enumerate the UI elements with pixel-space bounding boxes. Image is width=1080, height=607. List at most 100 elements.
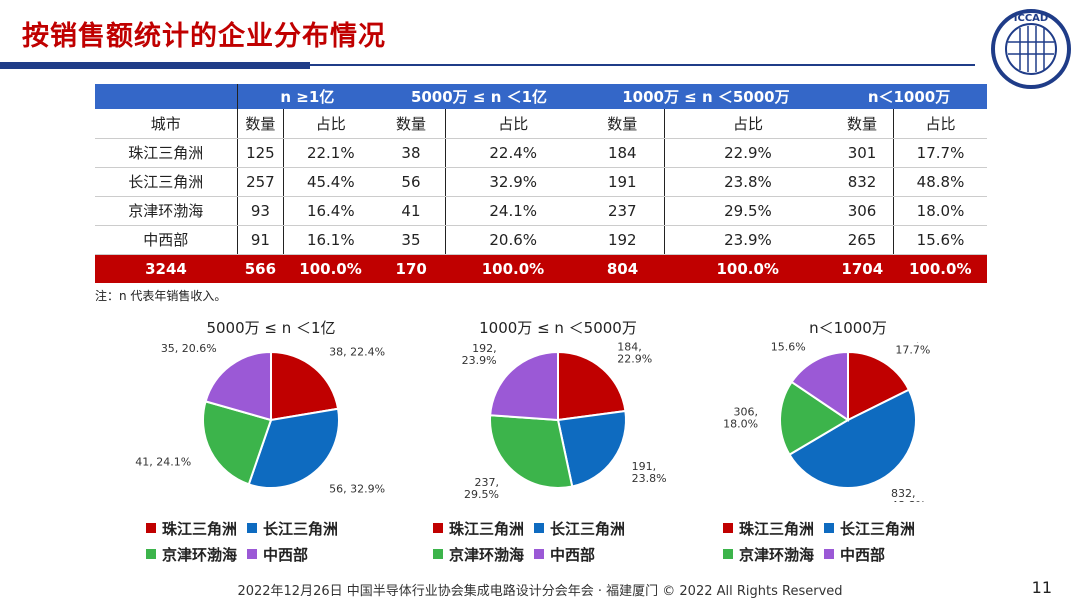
svg-text:ICCAD: ICCAD [1014,13,1048,24]
data-label: 265,15.6% [771,342,806,354]
group-header: n ≥1亿 [237,84,378,109]
chart-legend: 珠江三角洲 长江三角洲 京津环渤海 中西部 [433,515,693,567]
legend-swatch [247,523,258,533]
count-cell: 832 [831,167,895,197]
share-cell: 23.9% [664,225,832,255]
legend-label: 中西部 [263,545,309,564]
chart-title: 1000万 ≤ n ＜5000万 [479,319,637,337]
pie-slice-3 [204,350,272,422]
sub-header: 占比 [664,109,832,139]
sub-header: 数量 [580,109,665,139]
count-cell: 91 [237,225,285,255]
legend-item: 珠江三角洲 [146,515,237,541]
city-cell: 珠江三角洲 [95,138,238,168]
sales-distribution-table: n ≥1亿 5000万 ≤ n ＜1亿 1000万 ≤ n ＜5000万 n＜1… [95,84,987,283]
chart-title: n＜1000万 [809,319,887,337]
iccad-logo: ICCAD [991,9,1071,89]
pie-chart: 5000万 ≤ n ＜1亿 38, 22.4% 56, 32.9% 41, 24.1%… [126,312,416,572]
table-note: 注：n 代表年销售收入。 [95,289,227,303]
pie-slice-3 [489,350,559,422]
data-label: 38, 22.4% [329,345,385,358]
sub-header: 占比 [445,109,581,139]
data-label: 56, 32.9% [329,483,385,496]
legend-label: 长江三角洲 [263,519,339,538]
pie-slice-3 [790,350,849,422]
pie-slice-2 [202,400,273,486]
sub-header: 占比 [893,109,987,139]
chart-legend: 珠江三角洲 长江三角洲京津环渤海 中西部 [723,515,983,567]
count-cell: 38 [377,138,446,168]
count-cell: 35 [377,225,446,255]
city-cell: 3244 [95,254,237,283]
sub-header: 数量 [237,109,285,139]
pie-slice-2 [779,380,850,457]
legend-swatch [824,549,835,559]
page-number: 11 [1031,578,1052,597]
sub-header: 占比 [283,109,378,139]
pie-slice-2 [489,414,574,489]
count-cell: 257 [237,167,285,197]
count-cell: 125 [237,138,285,168]
share-cell: 20.6% [445,225,581,255]
count-cell: 804 [580,254,665,283]
data-label: 301,17.7% [895,342,930,357]
share-cell: 100.0% [664,254,832,283]
data-label: 41, 24.1% [135,456,191,469]
count-cell: 41 [377,196,446,226]
share-cell: 22.1% [283,138,378,168]
pie-slice-1 [556,409,627,488]
pie-slice-0 [847,350,911,422]
data-label: 306, 18.0% [723,405,758,430]
legend-item: 长江三角洲 [824,515,915,541]
sub-header: 数量 [831,109,895,139]
legend-swatch [433,523,443,533]
share-cell: 100.0% [893,254,987,283]
count-cell: 265 [831,225,895,255]
count-cell: 191 [580,167,665,197]
share-cell: 17.7% [893,138,987,168]
legend-item: 长江三角洲 [247,515,338,541]
count-cell: 56 [377,167,446,197]
legend-item: 京津环渤海 [723,541,814,567]
pie-slice-1 [247,407,340,489]
share-cell: 16.4% [283,196,378,226]
count-cell: 301 [831,138,895,168]
legend-label: 中西部 [550,545,596,564]
count-cell: 184 [580,138,665,168]
count-cell: 1704 [831,254,894,283]
legend-swatch [723,523,733,533]
share-cell: 100.0% [445,254,581,283]
share-cell: 24.1% [445,196,581,226]
legend-swatch [534,523,545,533]
count-cell: 192 [580,225,665,255]
share-cell: 45.4% [283,167,378,197]
city-header: 城市 [95,109,238,139]
title-underline-thick [0,62,310,69]
legend-swatch [433,549,443,559]
legend-label: 京津环渤海 [162,545,238,564]
pie-chart: 1000万 ≤ n ＜5000万 184, 22.9% 191, 23.8% 237, 29… [413,312,703,572]
legend-item: 珠江三角洲 [433,515,524,541]
legend-item: 京津环渤海 [433,541,524,567]
legend-swatch [146,549,156,559]
table-row: 中西部 91 16.1% 35 20.6% 192 23.9% 265 15.6% [95,225,987,255]
legend-label: 京津环渤海 [739,545,815,564]
group-header: 1000万 ≤ n ＜5000万 [580,84,832,109]
legend-swatch [247,549,258,559]
data-label: 237, 29.5% [464,476,499,501]
city-cell: 中西部 [95,225,238,255]
data-label: 191, 23.8% [632,460,667,485]
legend-swatch [534,549,545,559]
legend-label: 京津环渤海 [449,545,525,564]
data-label: 832,48.8% [891,487,926,502]
legend-label: 珠江三角洲 [739,519,815,538]
city-cell: 京津环渤海 [95,196,238,226]
legend-label: 长江三角洲 [840,519,916,538]
share-cell: 100.0% [283,254,378,283]
pie-slice-1 [788,388,917,489]
legend-item: 京津环渤海 [146,541,237,567]
share-cell: 16.1% [283,225,378,255]
chart-legend: 珠江三角洲 长江三角洲京津环渤海 中西部 [146,515,406,567]
legend-item: 中西部 [824,541,885,567]
legend-item: 中西部 [247,541,308,567]
